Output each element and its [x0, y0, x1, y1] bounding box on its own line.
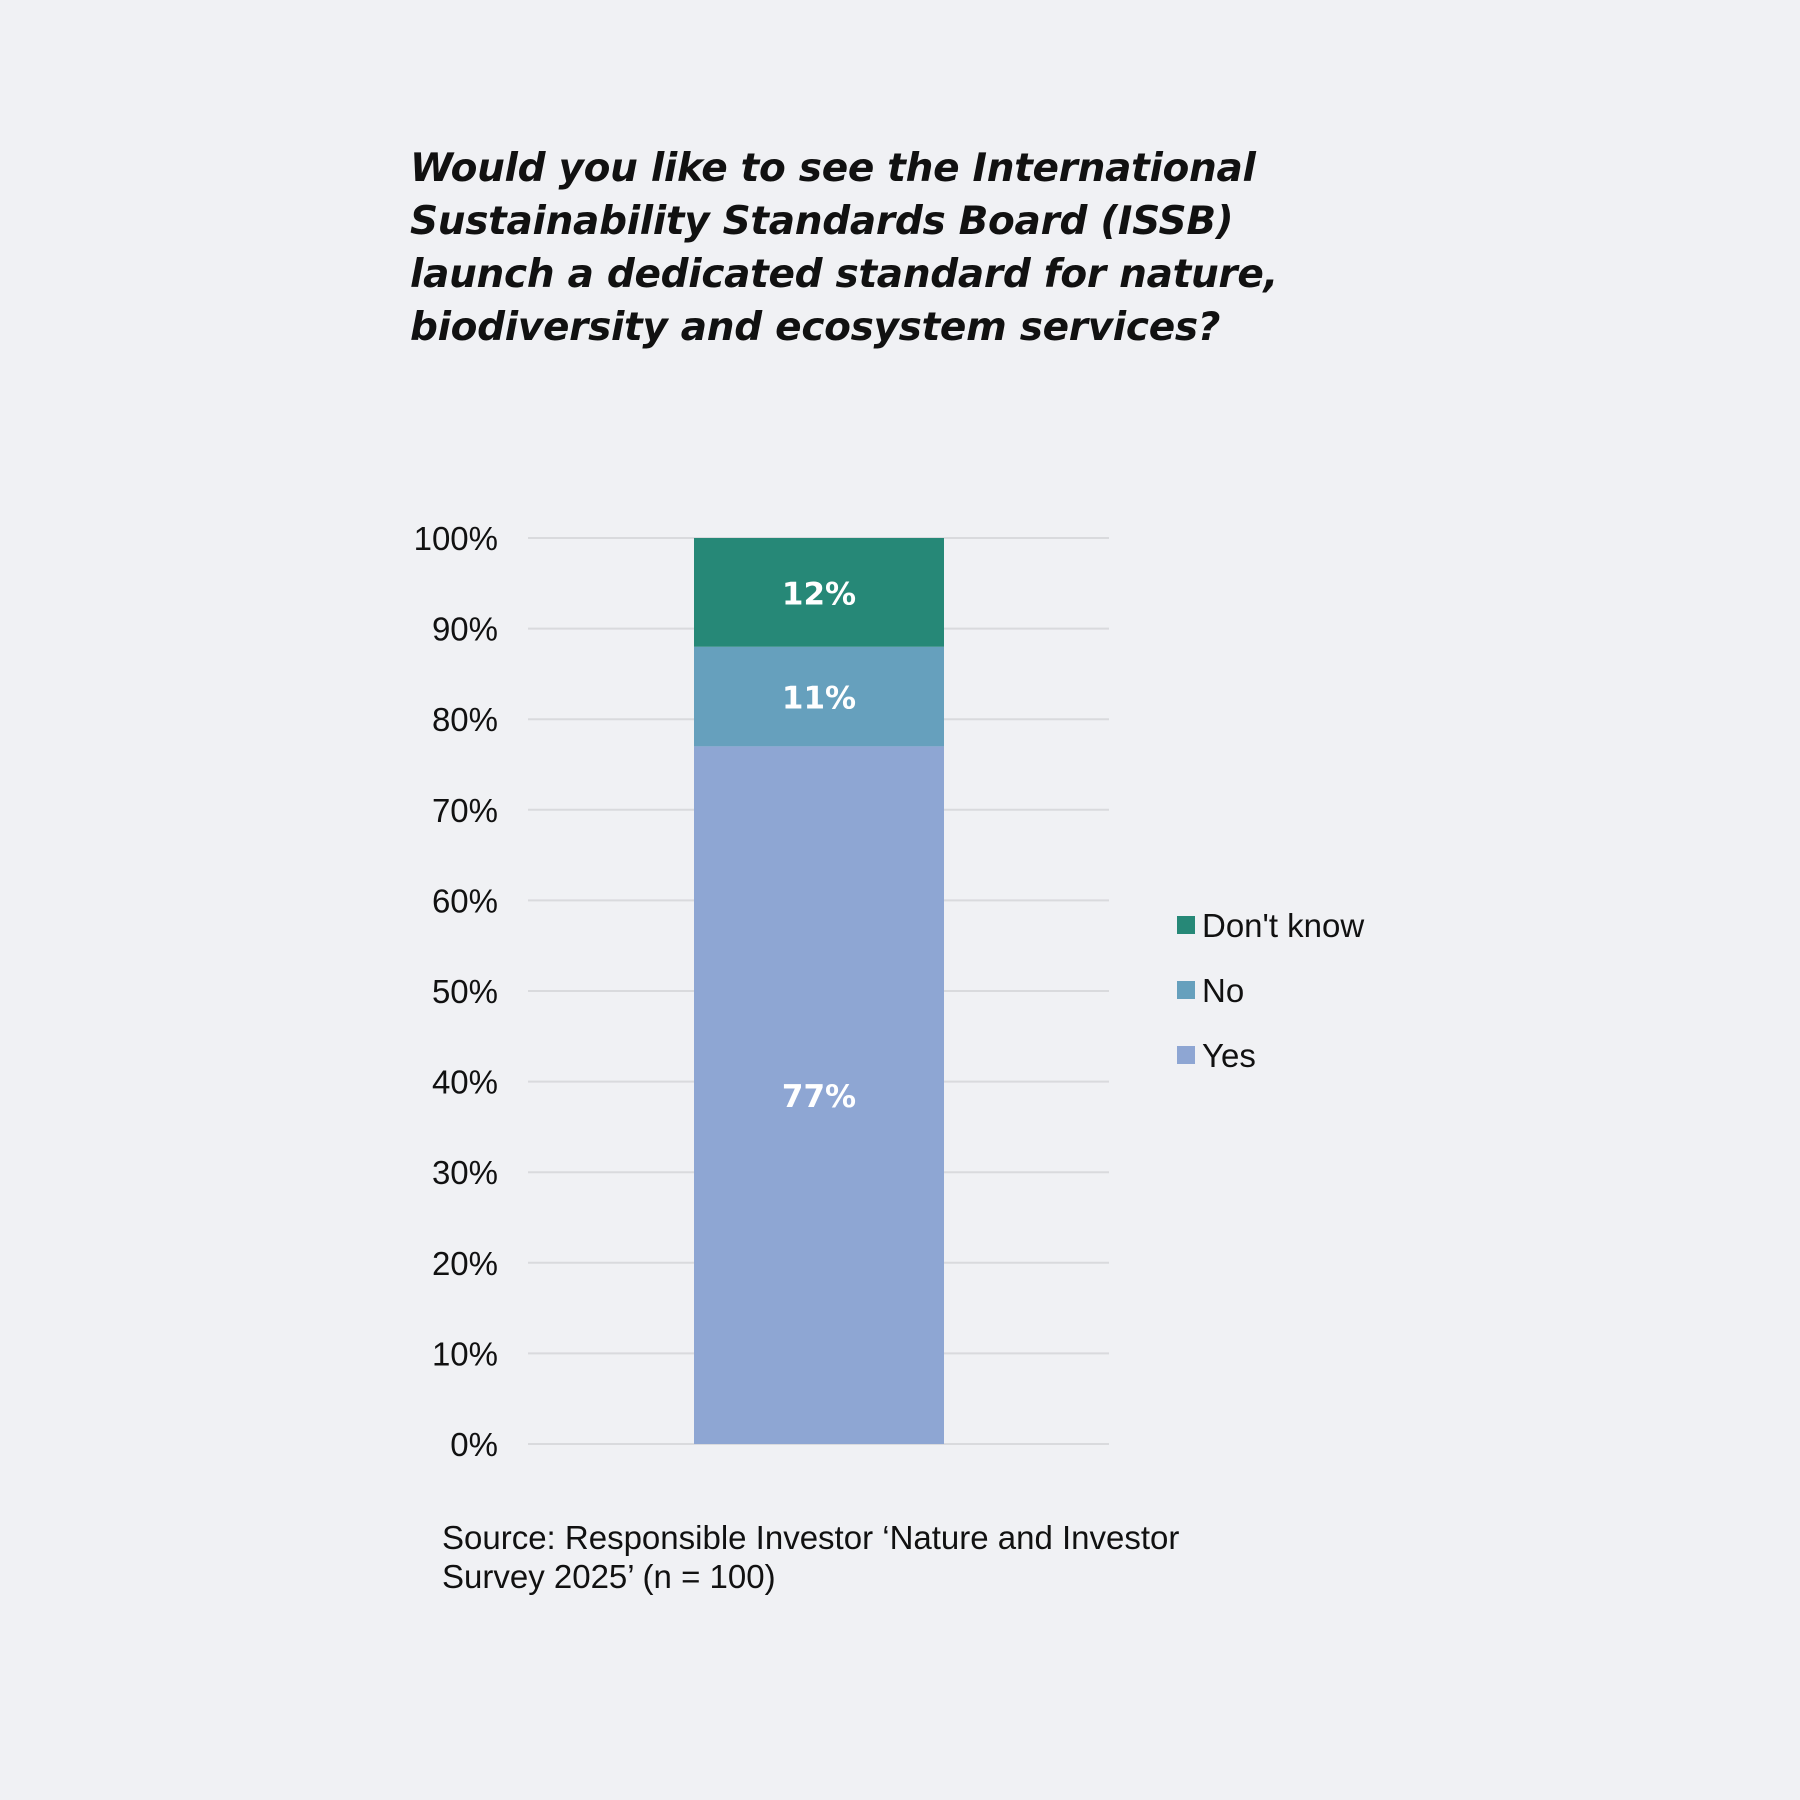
data-label-no: 11% — [782, 681, 856, 717]
data-label-yes: 77% — [782, 1079, 856, 1115]
legend-swatch-yes — [1177, 1046, 1195, 1064]
y-tick-label: 30% — [432, 1154, 498, 1191]
legend: Don't know No Yes — [1177, 907, 1364, 1074]
y-tick-label: 90% — [432, 611, 498, 648]
legend-label-no: No — [1202, 972, 1244, 1009]
bars — [694, 538, 944, 1444]
source-note: Source: Responsible Investor ‘Nature and… — [442, 1518, 1342, 1596]
legend-label-yes: Yes — [1202, 1037, 1256, 1074]
y-tick-label: 0% — [450, 1426, 498, 1463]
source-line-2: Survey 2025’ (n = 100) — [442, 1558, 776, 1595]
title-line-1: Would you like to see the International — [410, 146, 1256, 191]
y-tick-label: 20% — [432, 1245, 498, 1282]
bar-segment-don-t-know — [694, 538, 944, 647]
y-axis-ticks: 0% 10% 20% 30% 40% 50% 60% 70% 80% 90% 100% — [414, 520, 498, 1463]
legend-swatch-don-t-know — [1177, 916, 1195, 934]
legend-swatch-no — [1177, 981, 1195, 999]
y-tick-label: 70% — [432, 792, 498, 829]
y-tick-label: 100% — [414, 520, 498, 557]
y-tick-label: 40% — [432, 1064, 498, 1101]
chart-title: Would you like to see the International … — [410, 142, 1310, 354]
source-line-1: Source: Responsible Investor ‘Nature and… — [442, 1519, 1180, 1556]
data-labels: 77% 11% 12% — [782, 576, 856, 1115]
y-tick-label: 50% — [432, 973, 498, 1010]
bar-segment-no — [694, 646, 944, 747]
title-line-2: Sustainability Standards Board (ISSB) — [410, 199, 1234, 244]
y-tick-label: 60% — [432, 882, 498, 919]
legend-label-don-t-know: Don't know — [1202, 907, 1364, 944]
title-line-4: biodiversity and ecosystem services? — [410, 305, 1221, 350]
data-label-don-t-know: 12% — [782, 576, 856, 612]
y-tick-label: 10% — [432, 1335, 498, 1372]
title-line-3: launch a dedicated standard for nature, — [410, 252, 1279, 297]
y-tick-label: 80% — [432, 701, 498, 738]
bar-segment-yes — [694, 746, 944, 1444]
